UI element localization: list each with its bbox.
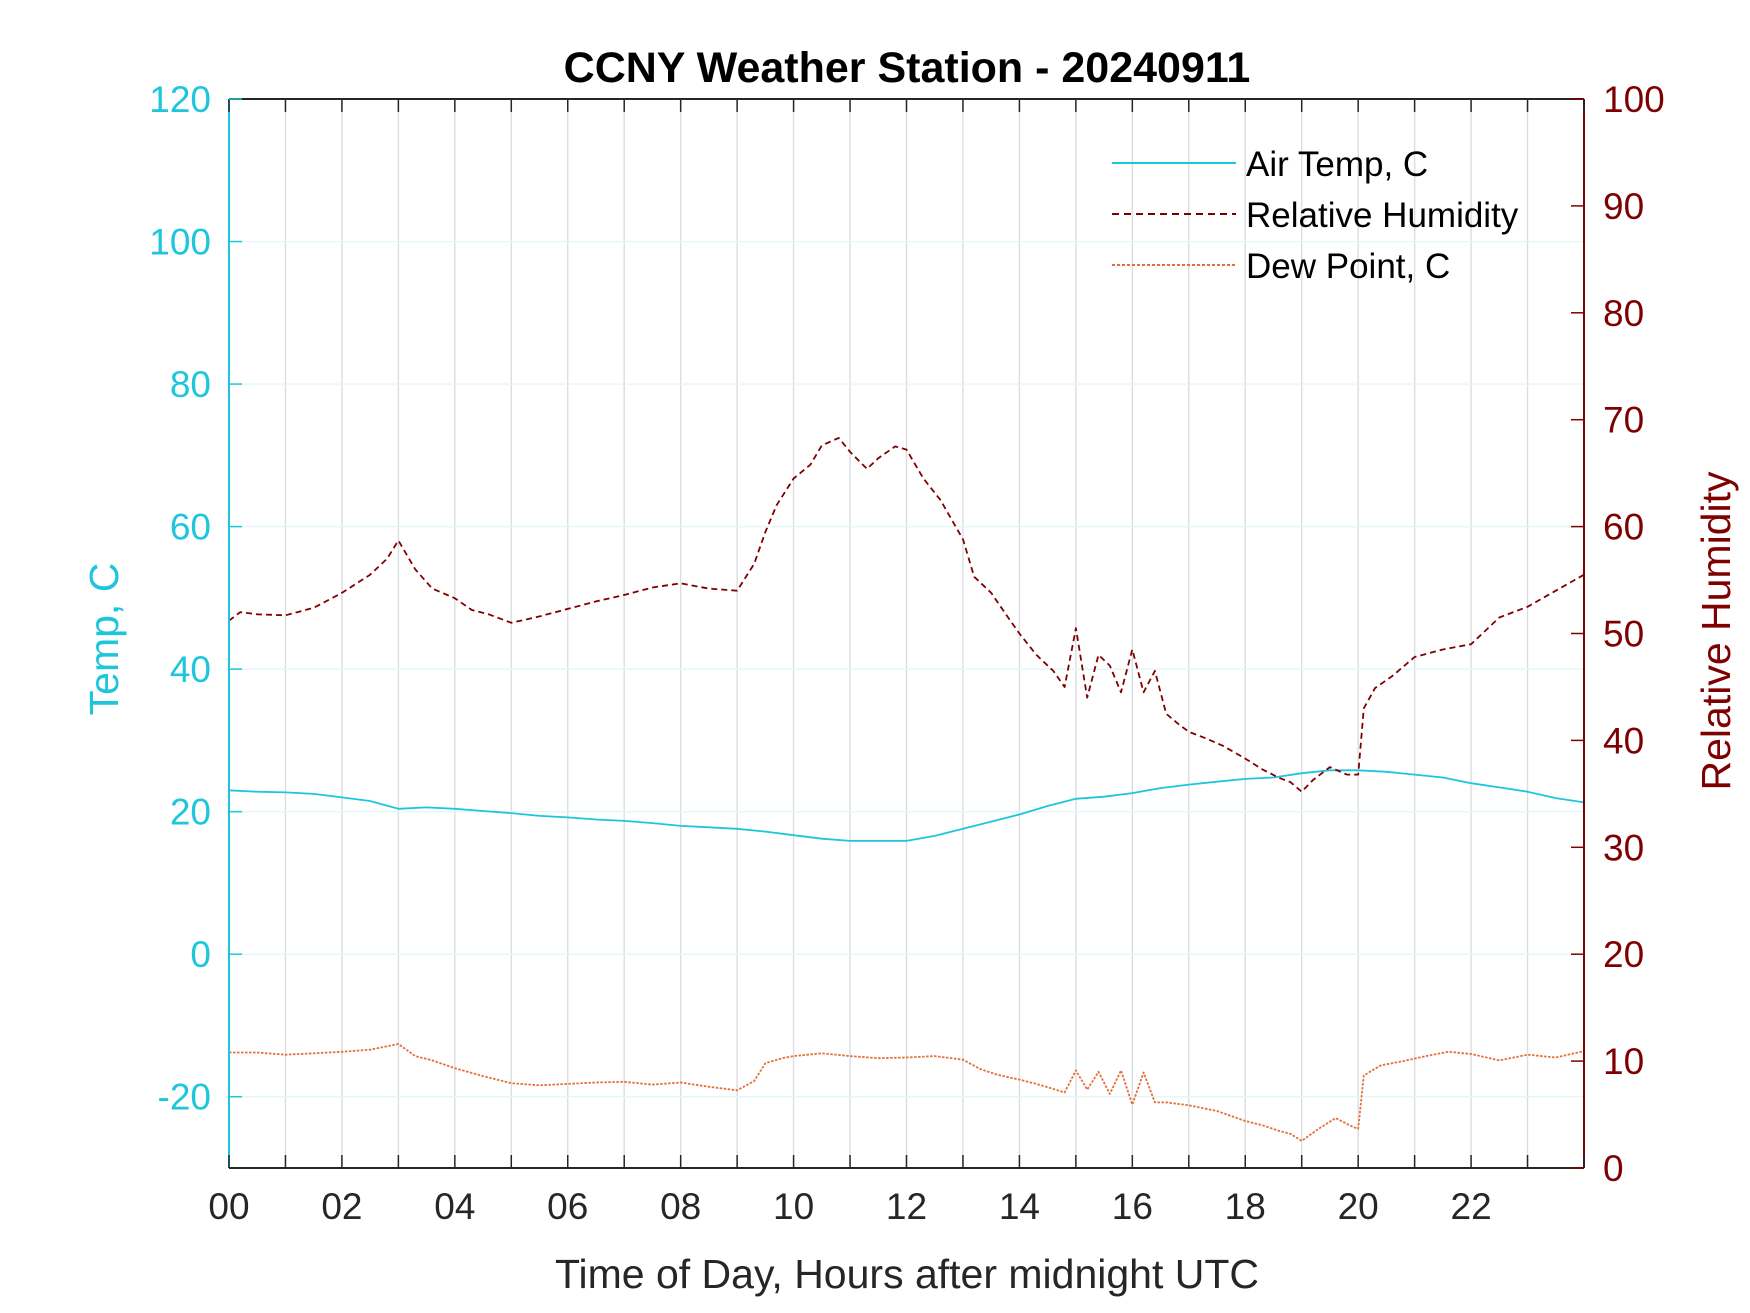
series-line-relative-humidity xyxy=(228,436,1585,793)
y-right-tick-label: 70 xyxy=(1603,400,1644,441)
y-right-tick-label: 30 xyxy=(1603,827,1644,868)
y-right-tick-label: 10 xyxy=(1603,1041,1644,1082)
x-tick-label: 06 xyxy=(547,1186,588,1227)
series-layer xyxy=(228,436,1585,1142)
y-left-tick-label: -20 xyxy=(158,1077,211,1118)
y-left-tick-label: 120 xyxy=(149,79,211,120)
y-right-tick-label: 50 xyxy=(1603,614,1644,655)
x-tick-label: 18 xyxy=(1225,1186,1266,1227)
y-right-tick-label: 80 xyxy=(1603,293,1644,334)
y-right-tick-label: 0 xyxy=(1603,1148,1624,1189)
legend-label-relative-humidity: Relative Humidity xyxy=(1246,196,1519,235)
legend: Air Temp, C Relative Humidity Dew Point,… xyxy=(1112,145,1519,286)
x-tick-label: 20 xyxy=(1338,1186,1379,1227)
y-left-tick-label: 0 xyxy=(190,934,211,975)
x-tick-label: 02 xyxy=(321,1186,362,1227)
x-tick-label: 00 xyxy=(208,1186,249,1227)
y-right-tick-label: 60 xyxy=(1603,507,1644,548)
x-tick-label: 10 xyxy=(773,1186,814,1227)
y-axis-left-label: Temp, C xyxy=(81,563,127,716)
x-tick-label: 04 xyxy=(434,1186,475,1227)
legend-label-dew-point: Dew Point, C xyxy=(1246,247,1450,286)
ticks-layer: 00 02 04 06 08 10 12 14 16 18 20 22-200204060801001… xyxy=(149,79,1664,1227)
y-left-tick-label: 60 xyxy=(170,507,211,548)
chart-title: CCNY Weather Station - 20240911 xyxy=(564,44,1251,92)
x-tick-label: 16 xyxy=(1112,1186,1153,1227)
series-line-air-temp-c xyxy=(228,769,1585,842)
x-tick-label: 08 xyxy=(660,1186,701,1227)
series-line-dew-point-c xyxy=(229,1043,1585,1142)
legend-label-air-temp: Air Temp, C xyxy=(1246,145,1428,184)
y-right-tick-label: 90 xyxy=(1603,186,1644,227)
y-left-tick-label: 80 xyxy=(170,364,211,405)
x-tick-label: 14 xyxy=(999,1186,1040,1227)
y-left-tick-label: 100 xyxy=(149,222,211,263)
y-right-tick-label: 20 xyxy=(1603,934,1644,975)
y-axis-right-label: Relative Humidity xyxy=(1693,471,1739,790)
x-tick-label: 12 xyxy=(886,1186,927,1227)
y-left-tick-label: 20 xyxy=(170,792,211,833)
x-tick-label: 22 xyxy=(1451,1186,1492,1227)
y-left-tick-label: 40 xyxy=(170,649,211,690)
y-right-tick-label: 40 xyxy=(1603,720,1644,761)
x-axis-label: Time of Day, Hours after midnight UTC xyxy=(555,1251,1259,1297)
y-right-tick-label: 100 xyxy=(1603,79,1665,120)
